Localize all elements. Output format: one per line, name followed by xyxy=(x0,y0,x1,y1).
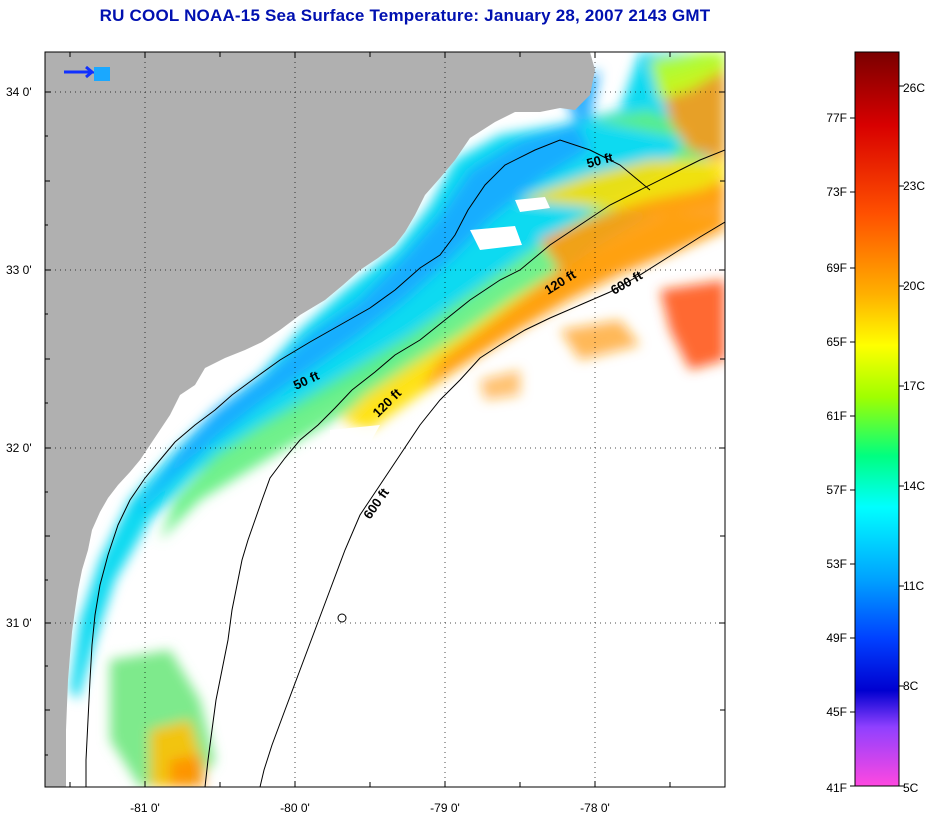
colorbar: 77F 73F 69F 65F 61F 57F 53F 49F 45F 41F … xyxy=(826,51,925,795)
colorbar-f-label: 57F xyxy=(826,483,847,497)
colorbar-c-label: 23C xyxy=(903,179,925,193)
map-title: RU COOL NOAA-15 Sea Surface Temperature:… xyxy=(99,6,711,25)
colorbar-f-label: 49F xyxy=(826,631,847,645)
colorbar-f-label: 69F xyxy=(826,261,847,275)
land-mass xyxy=(45,52,595,787)
colorbar-c-label: 17C xyxy=(903,379,925,393)
lat-label-33: 33 0' xyxy=(6,263,32,277)
colorbar-f-label: 77F xyxy=(826,111,847,125)
colorbar-c-label: 26C xyxy=(903,81,925,95)
contour-label-50-upper: 50 ft xyxy=(585,149,615,171)
contour-50ft xyxy=(85,139,651,787)
axis-ticks xyxy=(45,52,725,787)
lat-label-31: 31 0' xyxy=(6,616,32,630)
colorbar-f-label: 61F xyxy=(826,409,847,423)
bathymetry-contours xyxy=(85,139,725,787)
contour-600ft xyxy=(259,221,725,787)
graticule xyxy=(45,52,725,787)
colorbar-c-label: 11C xyxy=(903,579,924,593)
colorbar-c-label: 8C xyxy=(903,679,919,693)
lon-label-81: -81 0' xyxy=(130,801,160,815)
colorbar-f-label: 65F xyxy=(826,335,847,349)
map-frame xyxy=(44,51,726,788)
colorbar-f-label: 53F xyxy=(826,557,847,571)
colorbar-c-label: 20C xyxy=(903,279,925,293)
colorbar-c-label: 5C xyxy=(903,781,919,795)
lat-label-34: 34 0' xyxy=(6,85,32,99)
colorbar-f-label: 45F xyxy=(826,705,847,719)
lon-label-79: -79 0' xyxy=(430,801,460,815)
colorbar-f-label: 41F xyxy=(826,781,847,795)
arrow-icon xyxy=(64,65,110,81)
colorbar-f-label: 73F xyxy=(826,185,847,199)
colorbar-gradient xyxy=(854,51,900,787)
lat-label-32: 32 0' xyxy=(6,441,32,455)
sst-field xyxy=(70,52,725,787)
contour-120ft xyxy=(204,149,725,787)
colorbar-c-label: 14C xyxy=(903,479,925,493)
lon-label-80: -80 0' xyxy=(280,801,310,815)
lon-label-78: -78 0' xyxy=(580,801,610,815)
